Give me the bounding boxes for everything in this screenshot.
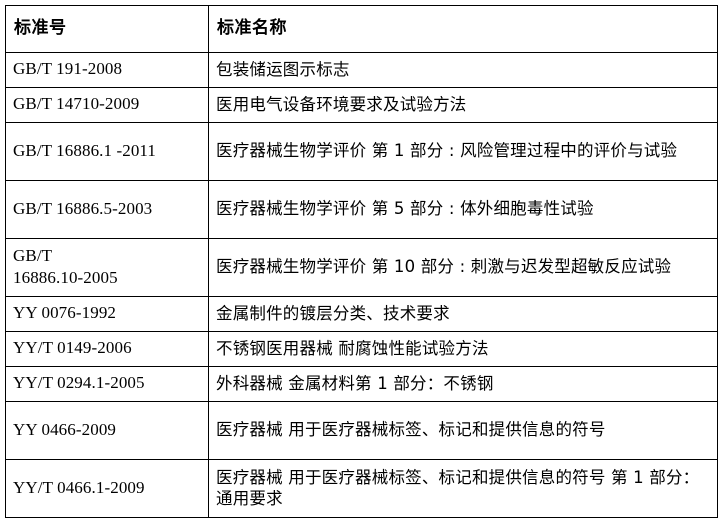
column-header-name: 标准名称 — [208, 5, 718, 53]
standard-code: YY/T 0294.1-2005 — [5, 366, 209, 402]
standard-name: 金属制件的镀层分类、技术要求 — [208, 296, 718, 332]
standard-code: GB/T 14710-2009 — [5, 87, 209, 123]
table-row: GB/T 16886.10-2005 医疗器械生物学评价 第 10 部分 : 刺… — [5, 238, 718, 297]
standard-code: GB/T 16886.1 -2011 — [5, 122, 209, 181]
standard-name: 医疗器械 用于医疗器械标签、标记和提供信息的符号 第 1 部分：通用要求 — [208, 459, 718, 518]
standard-code: GB/T 16886.5-2003 — [5, 180, 209, 239]
standard-name: 不锈钢医用器械 耐腐蚀性能试验方法 — [208, 331, 718, 367]
table-row: YY 0466-2009 医疗器械 用于医疗器械标签、标记和提供信息的符号 — [5, 401, 718, 460]
table-row: GB/T 191-2008 包装储运图示标志 — [5, 52, 718, 88]
table-header: 标准号 标准名称 — [5, 5, 718, 53]
table-row: YY/T 0294.1-2005 外科器械 金属材料第 1 部分：不锈钢 — [5, 366, 718, 402]
standard-code: YY 0466-2009 — [5, 401, 209, 460]
table-row: YY 0076-1992 金属制件的镀层分类、技术要求 — [5, 296, 718, 332]
standard-name: 外科器械 金属材料第 1 部分：不锈钢 — [208, 366, 718, 402]
table-header-row: 标准号 标准名称 — [5, 5, 718, 53]
table-body: GB/T 191-2008 包装储运图示标志 GB/T 14710-2009 医… — [5, 52, 718, 518]
standards-table-container: 标准号 标准名称 GB/T 191-2008 包装储运图示标志 GB/T 147… — [5, 5, 718, 518]
table-row: GB/T 16886.5-2003 医疗器械生物学评价 第 5 部分 : 体外细… — [5, 180, 718, 239]
standard-name: 医疗器械生物学评价 第 1 部分 : 风险管理过程中的评价与试验 — [208, 122, 718, 181]
standard-name: 医疗器械生物学评价 第 5 部分 : 体外细胞毒性试验 — [208, 180, 718, 239]
table-row: GB/T 14710-2009 医用电气设备环境要求及试验方法 — [5, 87, 718, 123]
standard-name: 医疗器械 用于医疗器械标签、标记和提供信息的符号 — [208, 401, 718, 460]
standard-code: YY/T 0149-2006 — [5, 331, 209, 367]
standard-code: GB/T 16886.10-2005 — [5, 238, 209, 297]
standard-name: 医用电气设备环境要求及试验方法 — [208, 87, 718, 123]
standard-name: 包装储运图示标志 — [208, 52, 718, 88]
column-header-code: 标准号 — [5, 5, 209, 53]
table-row: YY/T 0149-2006 不锈钢医用器械 耐腐蚀性能试验方法 — [5, 331, 718, 367]
standard-name: 医疗器械生物学评价 第 10 部分 : 刺激与迟发型超敏反应试验 — [208, 238, 718, 297]
standard-code: YY/T 0466.1-2009 — [5, 459, 209, 518]
table-row: GB/T 16886.1 -2011 医疗器械生物学评价 第 1 部分 : 风险… — [5, 122, 718, 181]
standards-table: 标准号 标准名称 GB/T 191-2008 包装储运图示标志 GB/T 147… — [5, 5, 718, 518]
standard-code: GB/T 191-2008 — [5, 52, 209, 88]
table-row: YY/T 0466.1-2009 医疗器械 用于医疗器械标签、标记和提供信息的符… — [5, 459, 718, 518]
standard-code: YY 0076-1992 — [5, 296, 209, 332]
